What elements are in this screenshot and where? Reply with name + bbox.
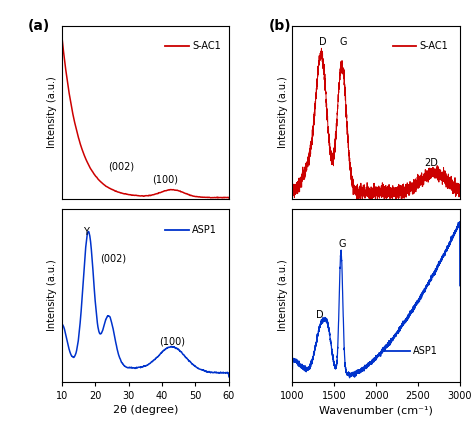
Y-axis label: Intensity (a.u.): Intensity (a.u.) bbox=[278, 260, 288, 331]
Text: D: D bbox=[316, 310, 324, 320]
Text: S-AC1: S-AC1 bbox=[419, 42, 448, 51]
Text: (a): (a) bbox=[28, 19, 50, 33]
Y-axis label: Intensity (a.u.): Intensity (a.u.) bbox=[278, 76, 288, 148]
Text: ASP1: ASP1 bbox=[192, 225, 217, 235]
Text: ASP1: ASP1 bbox=[413, 346, 438, 356]
Text: 2D: 2D bbox=[425, 157, 438, 167]
Text: G: G bbox=[338, 239, 346, 249]
Y-axis label: Intensity (a.u.): Intensity (a.u.) bbox=[47, 260, 57, 331]
Text: S-AC1: S-AC1 bbox=[192, 42, 221, 51]
X-axis label: Wavenumber (cm⁻¹): Wavenumber (cm⁻¹) bbox=[319, 405, 433, 415]
Text: (b): (b) bbox=[269, 19, 292, 33]
Text: Y: Y bbox=[83, 227, 89, 236]
Text: (100): (100) bbox=[152, 175, 178, 184]
Text: (100): (100) bbox=[159, 336, 185, 346]
Y-axis label: Intensity (a.u.): Intensity (a.u.) bbox=[47, 76, 57, 148]
Text: D: D bbox=[319, 37, 327, 47]
Text: (002): (002) bbox=[109, 162, 135, 172]
Text: G: G bbox=[340, 37, 347, 47]
X-axis label: 2θ (degree): 2θ (degree) bbox=[113, 405, 178, 415]
Text: (002): (002) bbox=[100, 254, 126, 263]
